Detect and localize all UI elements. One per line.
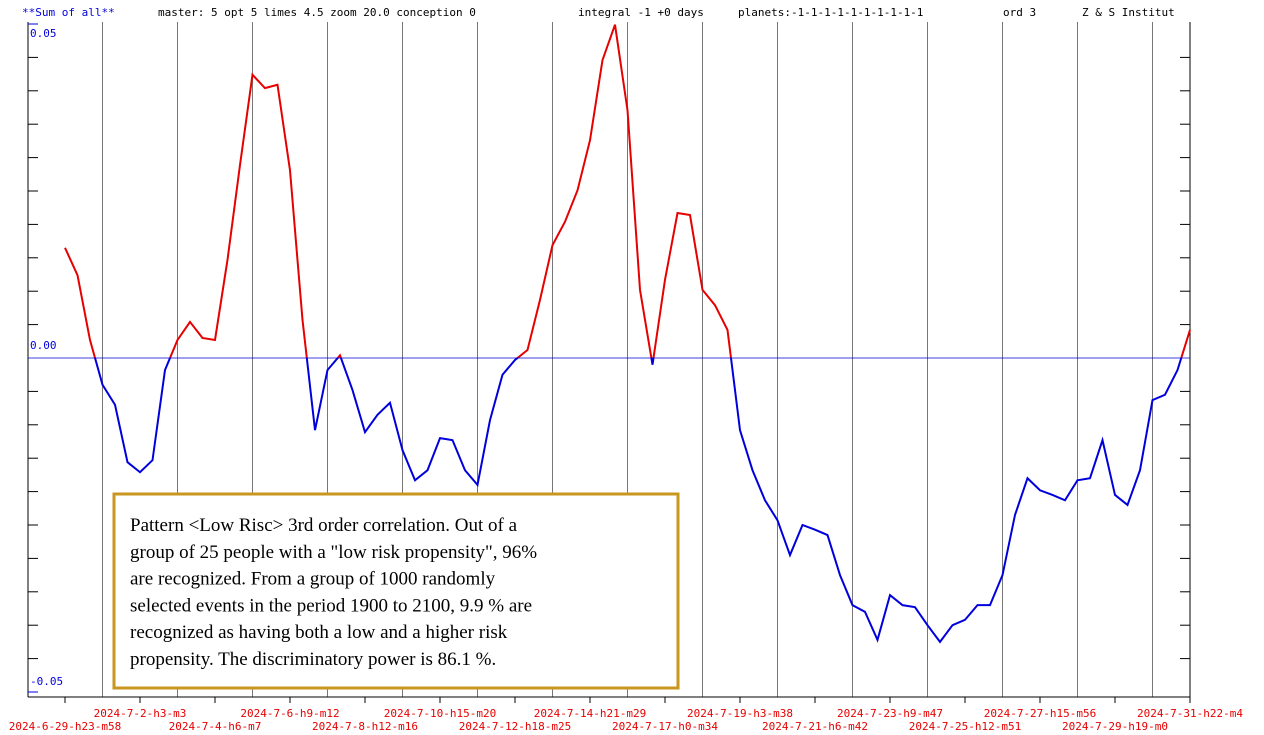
x-tick-label: 2024-7-25-h12-m51 <box>909 720 1022 733</box>
x-tick-label: 2024-7-21-h6-m42 <box>762 720 868 733</box>
y-tick-label: 0.00 <box>30 339 57 352</box>
y-tick-label: 0.05 <box>30 27 57 40</box>
annotation-box <box>112 492 680 690</box>
x-tick-label: 2024-7-31-h22-m4 <box>1137 707 1243 720</box>
header-text: planets:-1-1-1-1-1-1-1-1-1-1 <box>738 6 923 19</box>
annotation-text: propensity. The discriminatory power is … <box>130 649 496 670</box>
annotation-text: group of 25 people with a "low risk prop… <box>130 542 537 563</box>
annotation-text: selected events in the period 1900 to 21… <box>130 595 532 616</box>
annotation-text: are recognized. From a group of 1000 ran… <box>130 569 496 590</box>
header-text: integral -1 +0 days <box>578 6 704 19</box>
x-tick-label: 2024-6-29-h23-m58 <box>9 720 122 733</box>
x-tick-label: 2024-7-27-h15-m56 <box>984 707 1097 720</box>
x-tick-label: 2024-7-2-h3-m3 <box>94 707 187 720</box>
x-tick-label: 2024-7-6-h9-m12 <box>240 707 339 720</box>
header-text: Z & S Institut <box>1082 6 1175 19</box>
annotation-text: recognized as having both a low and a hi… <box>130 622 508 643</box>
x-tick-label: 2024-7-12-h18-m25 <box>459 720 572 733</box>
x-tick-label: 2024-7-17-h0-m34 <box>612 720 718 733</box>
y-tick-label: -0.05 <box>30 675 63 688</box>
x-tick-label: 2024-7-19-h3-m38 <box>687 707 793 720</box>
x-tick-label: 2024-7-14-h21-m29 <box>534 707 647 720</box>
x-tick-label: 2024-7-8-h12-m16 <box>312 720 418 733</box>
x-tick-label: 2024-7-29-h19-m0 <box>1062 720 1168 733</box>
line-negative <box>93 358 1183 644</box>
line-positive <box>64 24 1191 358</box>
x-tick-label: 2024-7-4-h6-m7 <box>169 720 262 733</box>
header-text: ord 3 <box>1003 6 1036 19</box>
x-tick-label: 2024-7-23-h9-m47 <box>837 707 943 720</box>
header-text: **Sum of all** <box>22 6 115 19</box>
annotation-text: Pattern <Low Risc> 3rd order correlation… <box>130 515 518 536</box>
x-tick-label: 2024-7-10-h15-m20 <box>384 707 497 720</box>
header-text: master: 5 opt 5 limes 4.5 zoom 20.0 conc… <box>158 6 476 19</box>
